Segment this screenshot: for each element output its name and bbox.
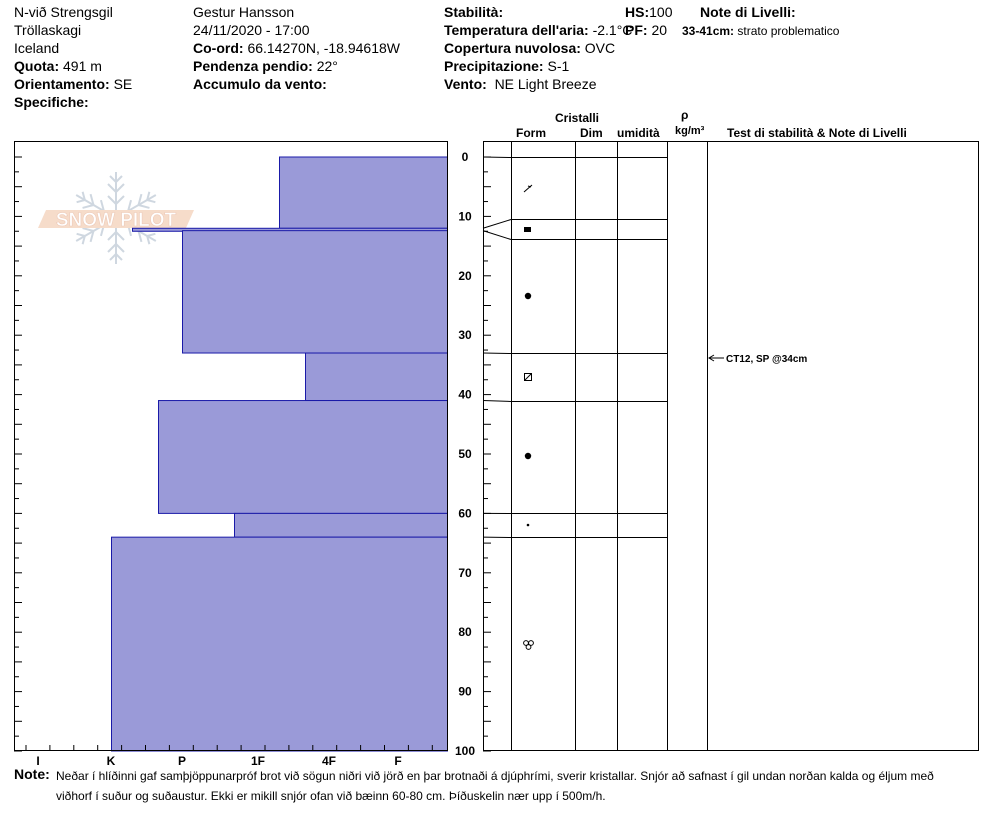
form-header: Form <box>516 126 546 140</box>
snow-pilot-logo: SNOW PILOT <box>38 172 194 265</box>
slope-value: 22° <box>316 58 338 74</box>
layer-notes-range: 33-41cm: <box>682 24 735 38</box>
elevation-row: Quota: 491 m <box>14 58 102 75</box>
elevation-label: Quota: <box>14 58 60 74</box>
hardness-layer-bar <box>234 512 448 538</box>
hardness-tick-label: I <box>36 754 39 768</box>
depth-tick-label: 80 <box>458 625 472 639</box>
layer-connector <box>482 230 512 240</box>
note-label: Note: <box>14 766 50 782</box>
hardness-layer-bar <box>279 156 448 229</box>
table-layer-lines <box>511 157 667 538</box>
density-unit: kg/m³ <box>675 125 705 137</box>
observation-datetime: 24/11/2020 - 17:00 <box>193 22 310 38</box>
depth-axis: 0 10 20 30 40 50 60 70 80 90 100 <box>14 150 491 758</box>
layer-connector <box>482 219 512 229</box>
coord-value: 66.14270N, -18.94618W <box>247 40 400 56</box>
decomposing-icon <box>523 184 533 193</box>
stability-label: Stabilità: <box>444 4 504 20</box>
wind-load-label: Accumulo da vento: <box>193 76 327 92</box>
country-name: Iceland <box>14 40 60 56</box>
wind-label: Vento: <box>444 76 487 92</box>
coord-row: Co-ord: 66.14270N, -18.94618W <box>193 40 400 57</box>
rounded-grain-icon <box>524 292 532 300</box>
precip-value: S-1 <box>547 58 570 74</box>
aspect-row: Orientamento: SE <box>14 76 132 93</box>
depth-tick-label: 0 <box>462 150 469 164</box>
slope-label: Pendenza pendio: <box>193 58 313 74</box>
depth-tick-label: 30 <box>458 328 472 342</box>
grain-form-symbols <box>523 184 534 650</box>
elevation-value: 491 m <box>63 58 102 74</box>
aspect-label: Orientamento: <box>14 76 110 92</box>
pf-value: 20 <box>651 22 668 38</box>
small-rounded-icon <box>526 523 530 527</box>
depth-tick-label: 10 <box>458 209 472 223</box>
hs-value: 100 <box>649 4 673 20</box>
size-header: Dim <box>580 126 603 140</box>
cloud-label: Copertura nuvolosa: <box>444 40 581 56</box>
depth-tick-label: 70 <box>458 566 472 580</box>
layer-table-border <box>483 141 979 751</box>
depth-tick-label: 90 <box>458 685 472 699</box>
hs-row: HS:100 <box>625 4 672 21</box>
hardness-layer-bar <box>182 230 448 354</box>
location-name: N-við Strengsgil <box>14 4 113 20</box>
air-temp-value: -2.1°C <box>592 22 633 38</box>
hardness-tick-label: 1F <box>251 754 265 768</box>
hardness-tick-label: P <box>178 754 186 768</box>
precip-label: Precipitazione: <box>444 58 544 74</box>
observer-name: Gestur Hansson <box>193 4 295 20</box>
hardness-layer-bar <box>111 536 448 752</box>
air-temp-label: Temperatura dell'aria: <box>444 22 589 38</box>
hardness-axis: I K P 1F 4F F <box>25 745 433 768</box>
hardness-tick-label: 4F <box>322 754 336 768</box>
density-symbol: ρ <box>681 108 689 122</box>
aspect-value: SE <box>113 76 133 92</box>
layer-connector <box>482 400 512 402</box>
hardness-layer-bar <box>305 352 448 402</box>
table-column-lines <box>511 141 708 751</box>
air-temp-row: Temperatura dell'aria: -2.1°C <box>444 22 632 39</box>
hardness-tick-label: F <box>394 754 401 768</box>
crystals-header: Cristalli <box>555 111 600 125</box>
hardness-tick-label: K <box>107 754 116 768</box>
stability-test-label: CT12, SP @34cm <box>726 354 807 365</box>
pf-row: PF: 20 <box>625 22 667 39</box>
note-text: Neðar í hlíðinni gaf samþjöppunarpróf br… <box>56 769 934 803</box>
wind-row: Vento: NE Light Breeze <box>444 76 597 93</box>
hardness-layer-bar <box>158 400 448 514</box>
layer-notes-label: Note di Livelli: <box>700 4 796 20</box>
specifics-label: Specifiche: <box>14 94 89 110</box>
layer-connector <box>482 156 512 158</box>
depth-tick-label: 60 <box>458 506 472 520</box>
cloud-value: OVC <box>584 40 616 56</box>
hardness-chart-border <box>14 141 448 751</box>
tests-header: Test di stabilità & Note di Livelli <box>727 126 907 140</box>
wind-value: NE Light Breeze <box>494 76 597 92</box>
pf-label: PF: <box>625 22 648 38</box>
faceted-rounded-icon <box>524 373 532 381</box>
coord-label: Co-ord: <box>193 40 244 56</box>
moisture-header: umidità <box>617 126 660 140</box>
rounded-grain-icon <box>524 452 532 460</box>
depth-tick-label: 100 <box>455 744 475 758</box>
region-name: Tröllaskagi <box>14 22 82 38</box>
layer-notes-text: strato problematico <box>737 24 840 38</box>
slope-row: Pendenza pendio: 22° <box>193 58 338 75</box>
depth-tick-label: 40 <box>458 388 472 402</box>
hs-label: HS: <box>625 4 650 20</box>
surface-hoar-icon <box>524 227 531 232</box>
hardness-profile <box>111 156 448 752</box>
layer-notes-row: 33-41cm: strato problematico <box>682 23 839 40</box>
stability-test-marker: CT12, SP @34cm <box>708 354 807 365</box>
layer-connectors <box>482 156 512 538</box>
melt-form-icon <box>523 640 534 650</box>
depth-tick-label: 50 <box>458 447 472 461</box>
logo-text: SNOW PILOT <box>56 210 177 231</box>
depth-tick-label: 20 <box>458 269 472 283</box>
precip-row: Precipitazione: S-1 <box>444 58 569 75</box>
cloud-row: Copertura nuvolosa: OVC <box>444 40 615 57</box>
